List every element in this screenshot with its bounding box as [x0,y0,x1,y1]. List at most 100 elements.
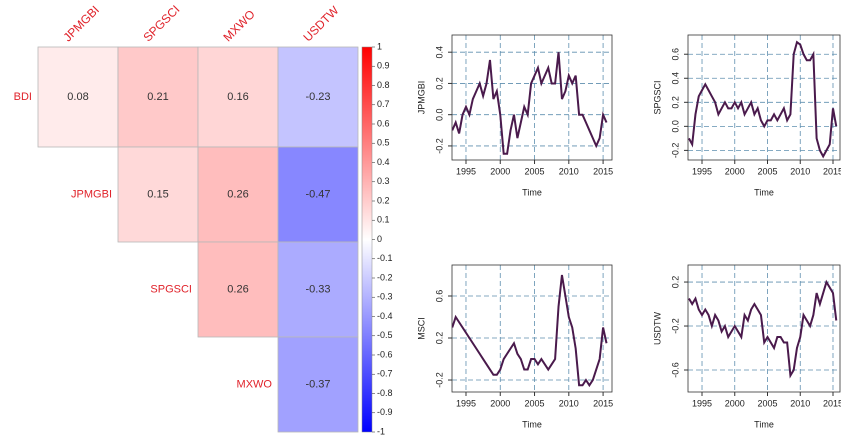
cell-value: 0.26 [227,188,248,200]
color-bar-label: -0.6 [377,349,393,359]
color-bar-label: -1 [377,426,385,436]
cell-value: 0.15 [147,188,168,200]
column-label: JPMGBI [60,3,101,44]
color-bar-label: -0.7 [377,369,393,379]
y-tick-label: 0.6 [434,290,444,303]
heatmap-cell [37,46,119,148]
x-axis-label: Time [522,187,542,197]
x-tick-label: 1995 [692,398,712,408]
y-tick-label: 0.2 [670,276,680,289]
x-axis-label: Time [754,419,774,429]
y-tick-label: 0.0 [670,120,680,133]
x-tick-label: 2010 [559,166,579,176]
y-axis-label: MSCI [416,317,426,340]
color-bar-label: -0.3 [377,292,393,302]
color-bar-label: -0.4 [377,311,393,321]
y-tick-label: -0.2 [434,138,444,154]
column-label: USDTW [300,3,341,44]
x-tick-label: 2005 [525,166,545,176]
color-bar-label: 0.7 [377,99,390,109]
cell-value: -0.37 [305,378,330,390]
x-axis-label: Time [754,187,774,197]
color-bar-label: 0.3 [377,176,390,186]
y-axis-label: USDTW [652,312,662,345]
row-label: JPMGBI [71,188,112,200]
plot-frame [687,34,841,161]
cell-value: 0.16 [227,91,248,103]
y-tick-label: -0.2 [670,318,680,334]
x-tick-label: 2005 [757,398,777,408]
color-bar-label: 0.1 [377,215,390,225]
color-bar-label: 0.5 [377,138,390,148]
heatmap-cell [197,146,279,243]
x-tick-label: 2000 [725,398,745,408]
heatmap-cell [277,46,359,148]
y-tick-label: 0.4 [670,72,680,85]
x-axis-label: Time [522,419,542,429]
x-tick-label: 2015 [593,398,613,408]
x-tick-label: 2005 [525,398,545,408]
x-tick-label: 2000 [490,166,510,176]
color-bar-label: 0.8 [377,80,390,90]
cell-value: -0.33 [305,283,330,295]
y-tick-label: 0.2 [434,332,444,345]
x-tick-label: 1995 [456,166,476,176]
y-axis-label: SPGSCI [652,80,662,114]
color-bar-label: -0.8 [377,388,393,398]
color-bar-label: -0.5 [377,330,393,340]
color-bar-label: -0.9 [377,407,393,417]
x-tick-label: 2000 [725,166,745,176]
color-bar-label: 0.2 [377,195,390,205]
x-tick-label: 2015 [593,166,613,176]
x-tick-label: 2010 [790,398,810,408]
y-axis-label: JPMGBI [416,81,426,115]
cell-value: 0.08 [67,91,88,103]
x-tick-label: 2005 [757,166,777,176]
row-label: MXWO [237,378,273,390]
cell-value: 0.21 [147,91,168,103]
heatmap-cell [117,146,199,243]
y-tick-label: -0.2 [434,372,444,388]
color-bar-label: 0.9 [377,61,390,71]
y-tick-label: 0.2 [434,77,444,90]
color-bar-label: -0.2 [377,272,393,282]
series-line [688,279,838,379]
heatmap-cell [277,336,359,433]
column-label: SPGSCI [140,2,182,44]
plot-frame [451,264,613,393]
heatmap-cell [117,46,199,148]
y-tick-label: 0.2 [670,96,680,109]
cell-value: -0.47 [305,188,330,200]
color-bar-label: 0 [377,234,382,244]
row-label: BDI [14,91,32,103]
color-bar-label: 0.4 [377,157,390,167]
color-bar-label: -0.1 [377,253,393,263]
column-label: MXWO [220,7,257,44]
y-tick-label: 0.0 [434,108,444,121]
y-tick-label: -0.2 [670,143,680,159]
cell-value: -0.23 [305,91,330,103]
plot-frame [687,264,841,393]
x-tick-label: 2015 [823,166,841,176]
y-tick-label: 0.6 [670,48,680,61]
cell-value: 0.26 [227,283,248,295]
series-line [452,52,608,155]
x-tick-label: 1995 [692,166,712,176]
color-bar-label: 1 [377,41,382,51]
plot-frame [451,34,613,161]
x-tick-label: 2000 [490,398,510,408]
heatmap-cell [197,241,279,338]
heatmap-cell [197,46,279,148]
color-bar [361,46,373,433]
y-tick-label: 0.4 [434,46,444,59]
color-bar-label: 0.6 [377,118,390,128]
row-label: SPGSCI [150,283,192,295]
x-tick-label: 2010 [559,398,579,408]
y-tick-label: -0.6 [670,362,680,378]
x-tick-label: 2015 [823,398,841,408]
x-tick-label: 1995 [456,398,476,408]
x-tick-label: 2010 [790,166,810,176]
series-line [688,40,838,159]
series-line [452,274,608,388]
